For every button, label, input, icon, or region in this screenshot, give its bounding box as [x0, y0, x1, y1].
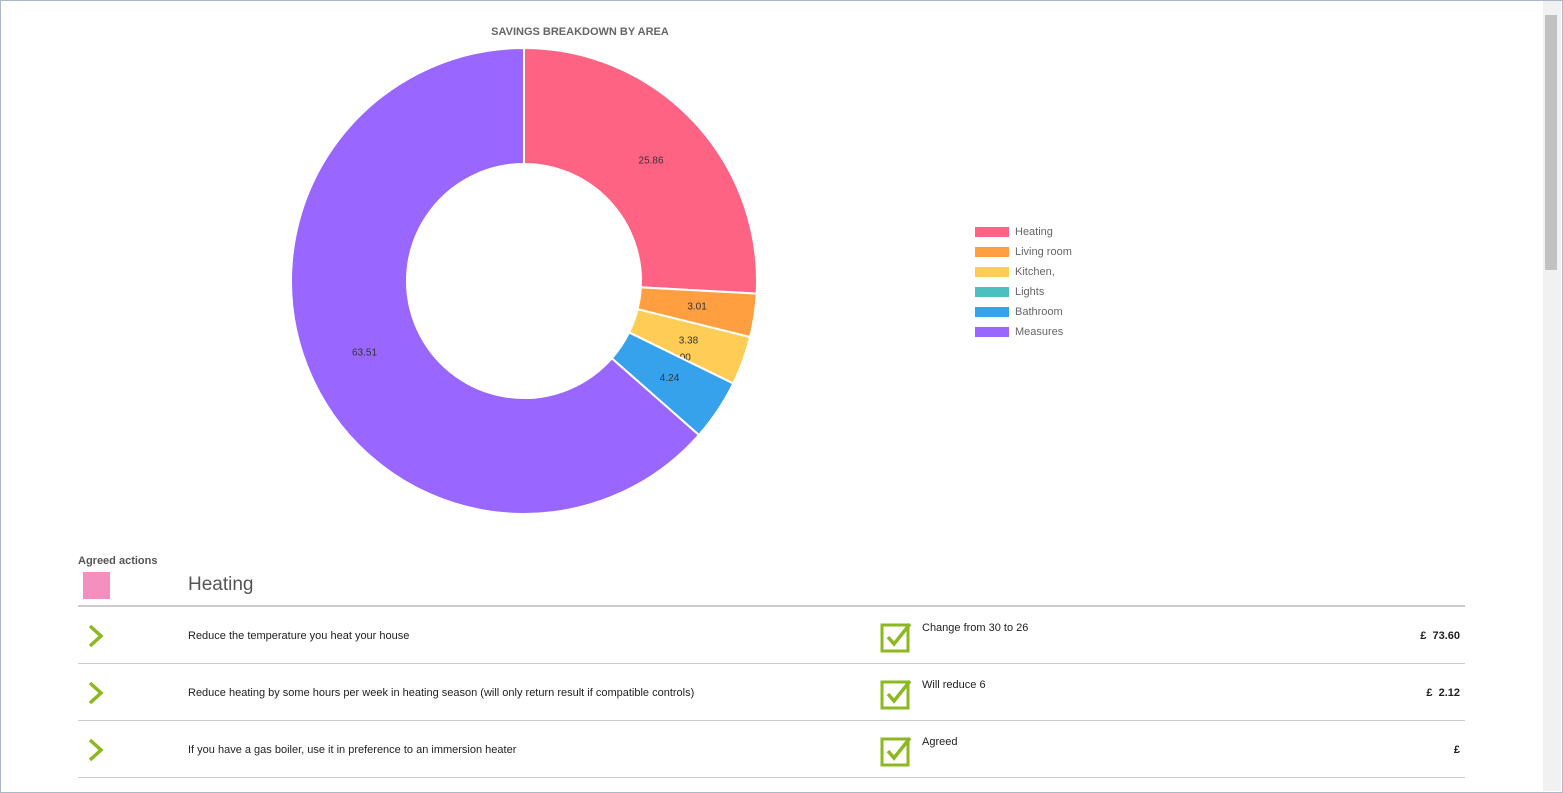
action-text: If you have a gas boiler, use it in pref…: [188, 744, 517, 756]
legend-swatch: [975, 307, 1009, 317]
legend-swatch: [975, 267, 1009, 277]
chart: SAVINGS BREAKDOWN BY AREA 25.863.013.380…: [290, 26, 1072, 515]
status-text: Will reduce 6: [922, 679, 986, 691]
legend-label: Kitchen,: [1015, 266, 1055, 278]
saving: £ 73.60: [1420, 630, 1460, 642]
expand-chevron[interactable]: [86, 737, 106, 766]
agreed-check[interactable]: [880, 678, 912, 713]
action-row[interactable]: Reduce heating by some hours per week in…: [78, 664, 1465, 721]
data-label: 3.38: [679, 336, 699, 347]
color-swatch: [83, 572, 110, 599]
data-label: 3.01: [687, 302, 707, 313]
scroll-thumb[interactable]: [1545, 15, 1557, 270]
action-text: Reduce heating by some hours per week in…: [188, 687, 695, 699]
legend-label: Measures: [1015, 326, 1064, 338]
action-list: Reduce the temperature you heat your hou…: [78, 607, 1465, 778]
slice: [290, 46, 701, 515]
scrollbar[interactable]: [1543, 1, 1561, 791]
chart-title: SAVINGS BREAKDOWN BY AREA: [491, 26, 669, 38]
action-text: Reduce the temperature you heat your hou…: [188, 630, 410, 642]
section-title: Heating: [188, 574, 254, 595]
data-label: 4.24: [660, 373, 680, 384]
agreed-actions: Agreed actions Heating Reduce the temper…: [78, 555, 1465, 778]
slice: [523, 46, 758, 295]
divider: [78, 605, 1465, 607]
data-label: 25.86: [639, 155, 664, 166]
agreed-check[interactable]: [880, 621, 912, 656]
legend-swatch: [975, 327, 1009, 337]
legend-label: Living room: [1015, 246, 1072, 258]
data-label: 63.51: [352, 348, 377, 359]
saving: £: [1453, 744, 1460, 756]
action-row[interactable]: Reduce the temperature you heat your hou…: [78, 607, 1465, 664]
legend-label: Heating: [1015, 226, 1053, 238]
legend-swatch: [975, 227, 1009, 237]
legend-swatch: [975, 287, 1009, 297]
expand-chevron[interactable]: [86, 623, 106, 652]
legend-swatch: [975, 247, 1009, 257]
status-text: Agreed: [922, 736, 958, 748]
status-text: Change from 30 to 26: [922, 622, 1029, 634]
section-label: Agreed actions: [78, 555, 158, 567]
expand-chevron[interactable]: [86, 680, 106, 709]
saving: £ 2.12: [1426, 687, 1460, 699]
agreed-check[interactable]: [880, 735, 912, 770]
legend-label: Bathroom: [1015, 306, 1063, 318]
legend-label: Lights: [1015, 286, 1045, 298]
action-row[interactable]: If you have a gas boiler, use it in pref…: [78, 721, 1465, 778]
